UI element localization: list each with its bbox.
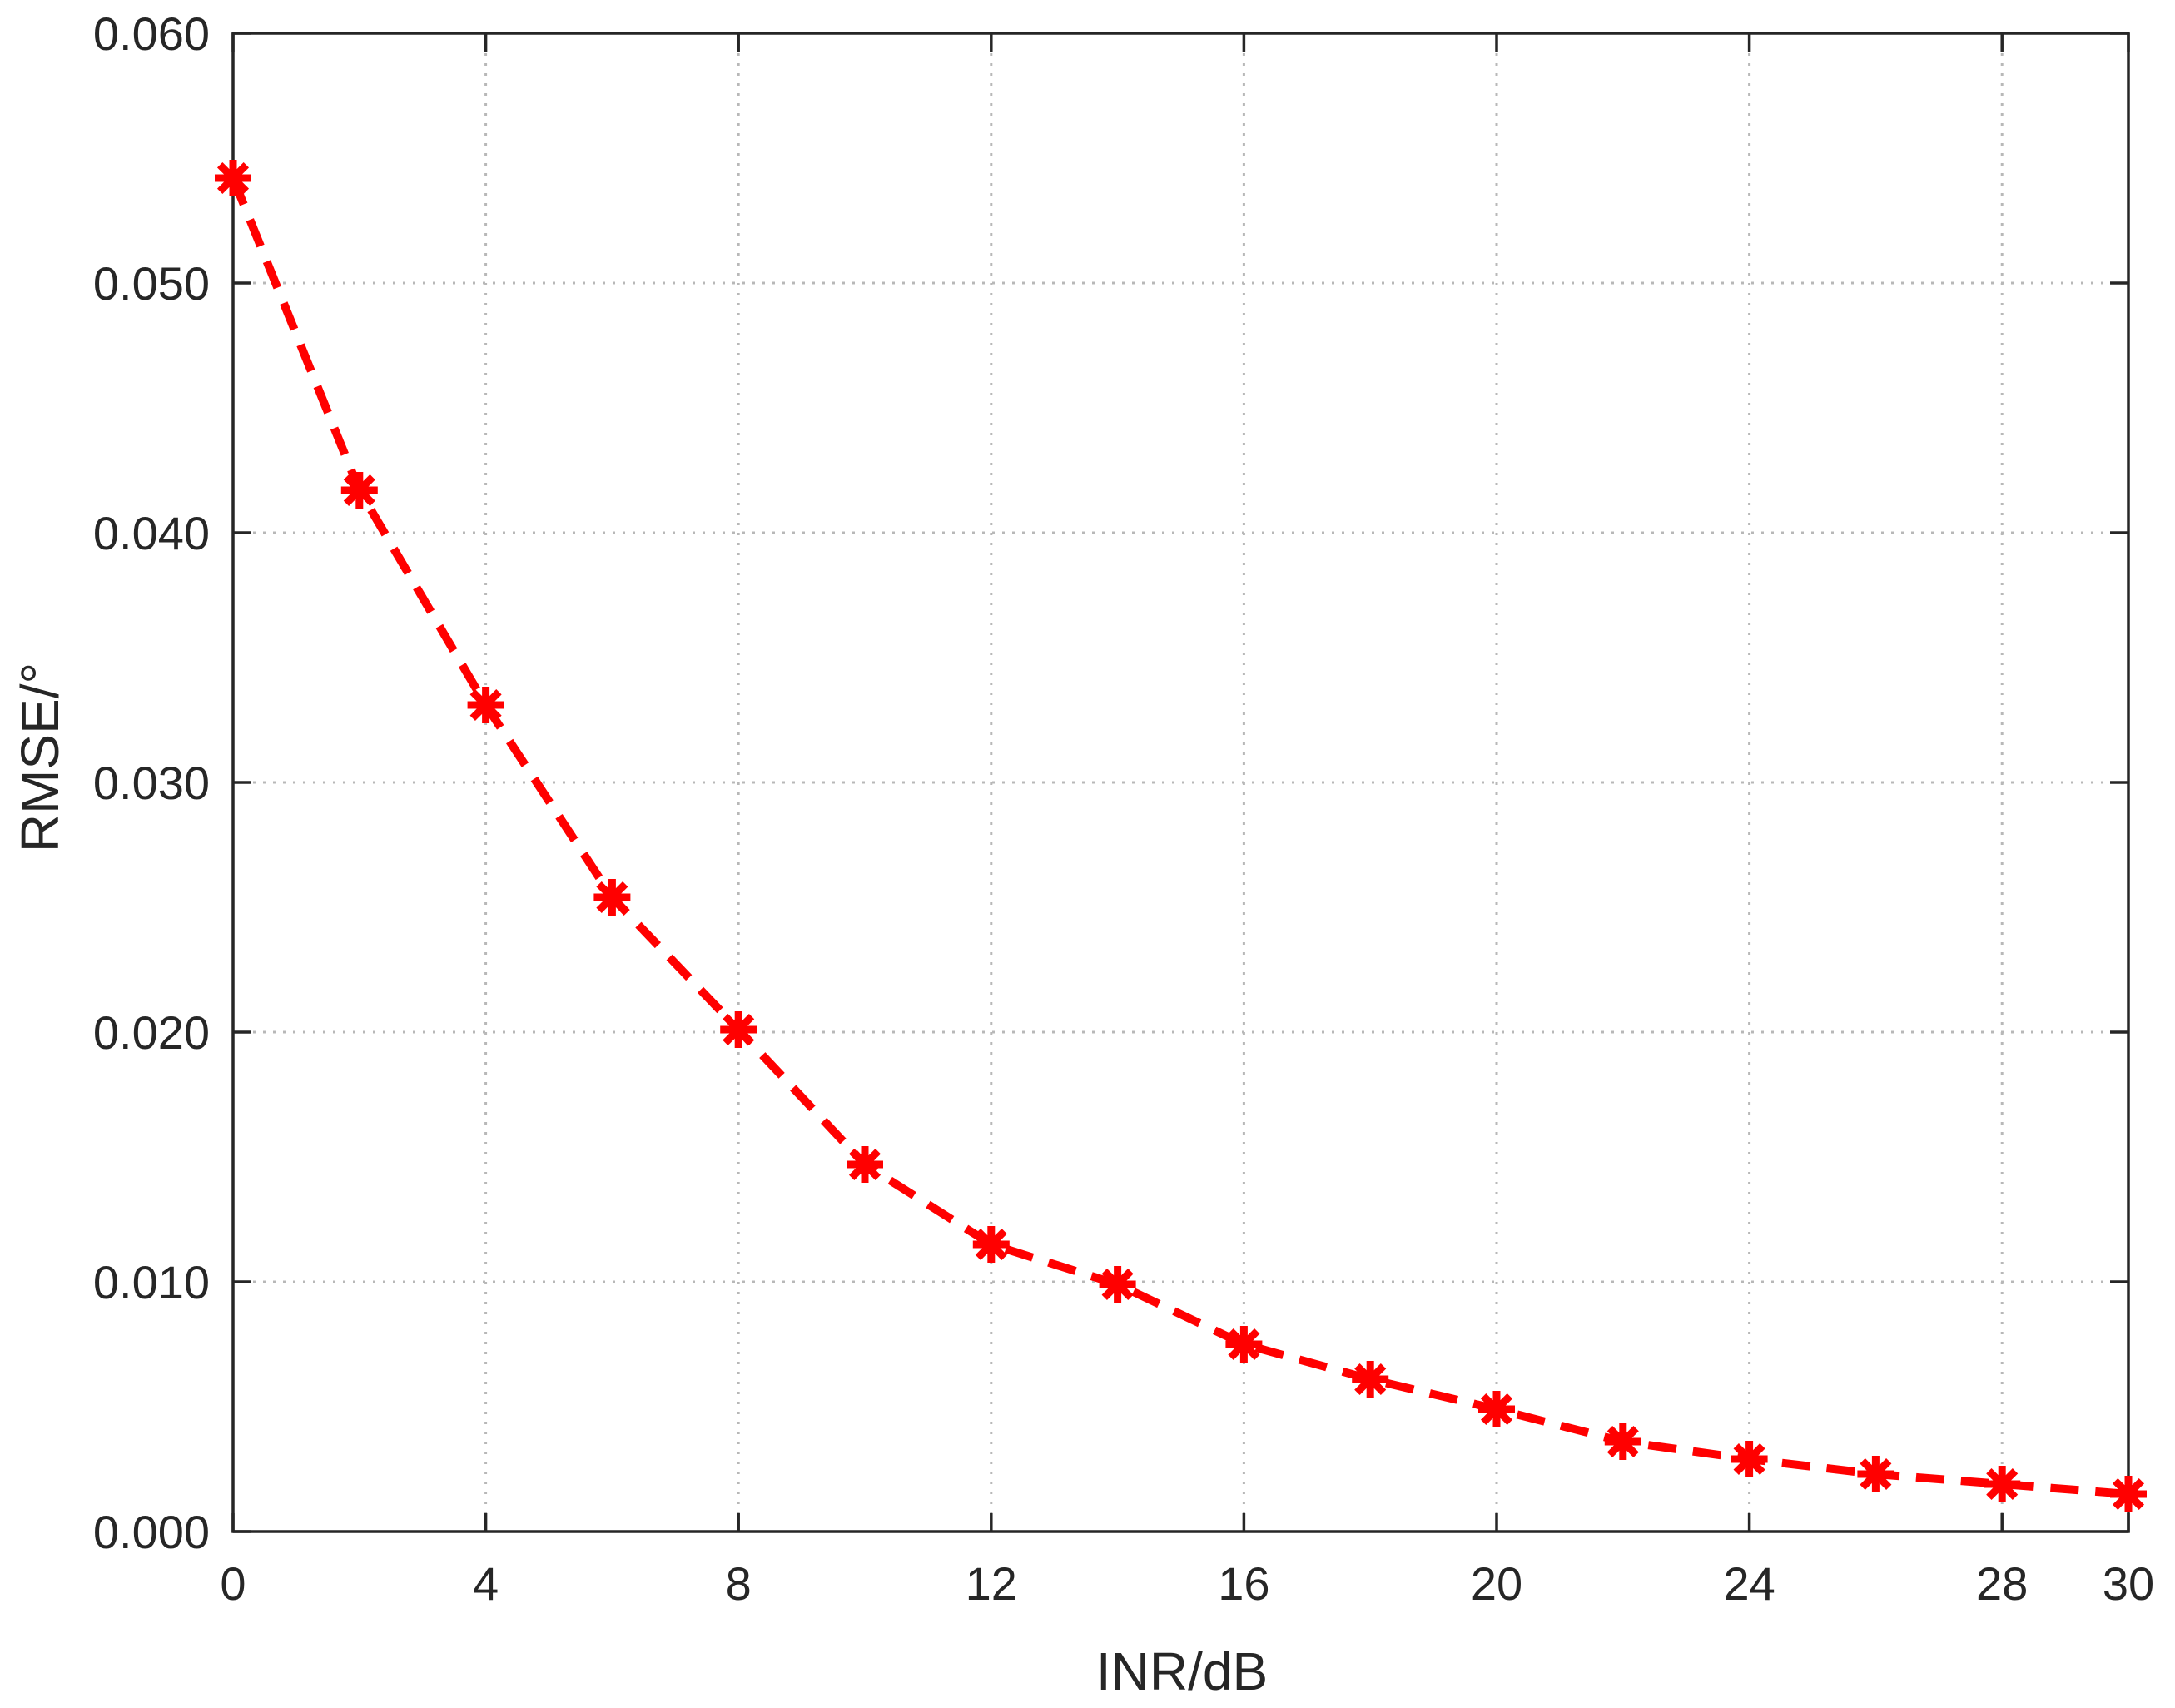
marker-stroke (1860, 1457, 1892, 1491)
marker-stroke (1480, 1393, 1513, 1426)
data-point-marker (1478, 1391, 1515, 1427)
x-tick-label: 28 (1976, 1557, 2028, 1610)
data-point-marker (1731, 1441, 1768, 1477)
data-point-marker (1099, 1266, 1136, 1303)
marker-stroke (469, 688, 502, 722)
y-tick-label: 0.010 (93, 1256, 210, 1308)
marker-stroke (216, 161, 250, 195)
marker-stroke (596, 881, 628, 914)
data-point-marker (215, 160, 251, 196)
data-point-marker (1352, 1361, 1389, 1398)
y-tick-label: 0.030 (93, 757, 210, 809)
y-axis-label: RMSE/° (10, 663, 70, 852)
x-tick-label: 20 (1471, 1557, 1522, 1610)
grid (233, 33, 2128, 1532)
y-tick-label: 0.020 (93, 1006, 210, 1059)
marker-stroke (1228, 1328, 1260, 1361)
marker-stroke (1733, 1442, 1765, 1476)
marker-stroke (1606, 1425, 1639, 1458)
data-point-marker (1857, 1456, 1894, 1492)
data-point-marker (2110, 1476, 2147, 1512)
x-tick-label: 30 (2103, 1557, 2154, 1610)
marker-stroke (2112, 1477, 2145, 1511)
data-point-marker (467, 687, 504, 723)
data-point-marker (1604, 1423, 1641, 1460)
y-tick-label: 0.050 (93, 257, 210, 310)
marker-stroke (975, 1228, 1007, 1261)
series-layer (215, 160, 2147, 1512)
data-point-marker (972, 1226, 1010, 1263)
x-tick-label: 8 (726, 1557, 752, 1610)
x-tick-label: 24 (1723, 1557, 1775, 1610)
marker-stroke (1354, 1363, 1387, 1396)
x-tick-label: 4 (473, 1557, 499, 1610)
marker-stroke (1101, 1268, 1134, 1301)
series-line (229, 176, 2129, 1498)
x-tick-label: 12 (966, 1557, 1017, 1610)
x-tick-label: 16 (1218, 1557, 1269, 1610)
data-point-marker (593, 879, 631, 916)
y-tick-label: 0.060 (93, 7, 210, 60)
data-point-marker (1984, 1466, 2021, 1502)
y-tick-label: 0.000 (93, 1506, 210, 1558)
labels: INR/dB RMSE/° (10, 663, 1268, 1701)
marker-stroke (343, 474, 375, 507)
y-tick-label: 0.040 (93, 507, 210, 559)
axes: 0 4 8 12 16 20 24 28 30 0.000 0.010 0.020 0.030 0.040… (93, 7, 2154, 1610)
data-point-marker (847, 1146, 883, 1183)
data-point-marker (720, 1011, 757, 1048)
marker-stroke (723, 1013, 755, 1046)
marker-stroke (848, 1148, 881, 1181)
x-axis-label: INR/dB (1096, 1641, 1268, 1701)
data-point-marker (340, 472, 378, 509)
marker-stroke (1986, 1467, 2019, 1501)
x-tick-label: 0 (220, 1557, 246, 1610)
data-point-marker (1225, 1326, 1263, 1363)
